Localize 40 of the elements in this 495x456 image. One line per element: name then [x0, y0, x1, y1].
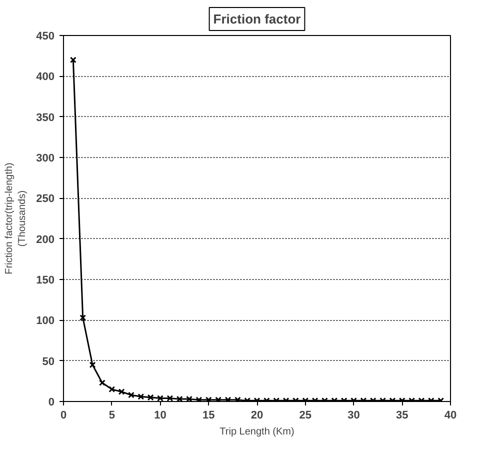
- point: [118, 388, 125, 395]
- point: [176, 396, 183, 402]
- y-tick-label: 200: [36, 234, 55, 246]
- point: [205, 396, 212, 402]
- point: [186, 396, 192, 402]
- point: [215, 396, 222, 402]
- x-tick-label: 30: [348, 410, 360, 422]
- y-tick-label: 150: [36, 274, 55, 286]
- point: [234, 396, 241, 402]
- y-tick-label: 50: [42, 356, 55, 368]
- x-axis-title: Trip Length (Km): [220, 426, 294, 438]
- point: [147, 394, 154, 401]
- chart-title: Friction factor: [213, 12, 301, 26]
- y-tick-label: 450: [36, 30, 55, 42]
- x-tick-label: 20: [250, 410, 264, 422]
- x-tick-label: 10: [154, 410, 166, 422]
- y-tick-label: 0: [48, 396, 55, 408]
- point: [128, 392, 134, 398]
- point: [80, 314, 86, 321]
- y-tick-label: 250: [36, 193, 55, 206]
- point: [108, 386, 116, 393]
- point: [98, 380, 106, 386]
- x-tick-label: 5: [108, 410, 115, 422]
- point: [70, 56, 76, 64]
- point: [89, 362, 96, 368]
- x-tick-label: 0: [60, 410, 67, 422]
- point: [196, 396, 202, 402]
- y-tick-label: 100: [36, 315, 55, 328]
- y-axis-title: Friction factor(trip-length) (Thousands): [4, 162, 28, 274]
- point: [224, 396, 232, 402]
- point: [138, 393, 144, 400]
- point: [157, 395, 164, 402]
- point: [166, 395, 174, 402]
- x-tick-label: 35: [396, 410, 408, 422]
- x-tick-label: 25: [299, 410, 312, 422]
- x-tick-label: 40: [444, 410, 457, 422]
- y-tick-label: 300: [36, 152, 55, 164]
- x-tick-label: 15: [202, 410, 215, 422]
- y-tick-label: 400: [36, 71, 55, 84]
- y-tick-label: 350: [36, 112, 55, 124]
